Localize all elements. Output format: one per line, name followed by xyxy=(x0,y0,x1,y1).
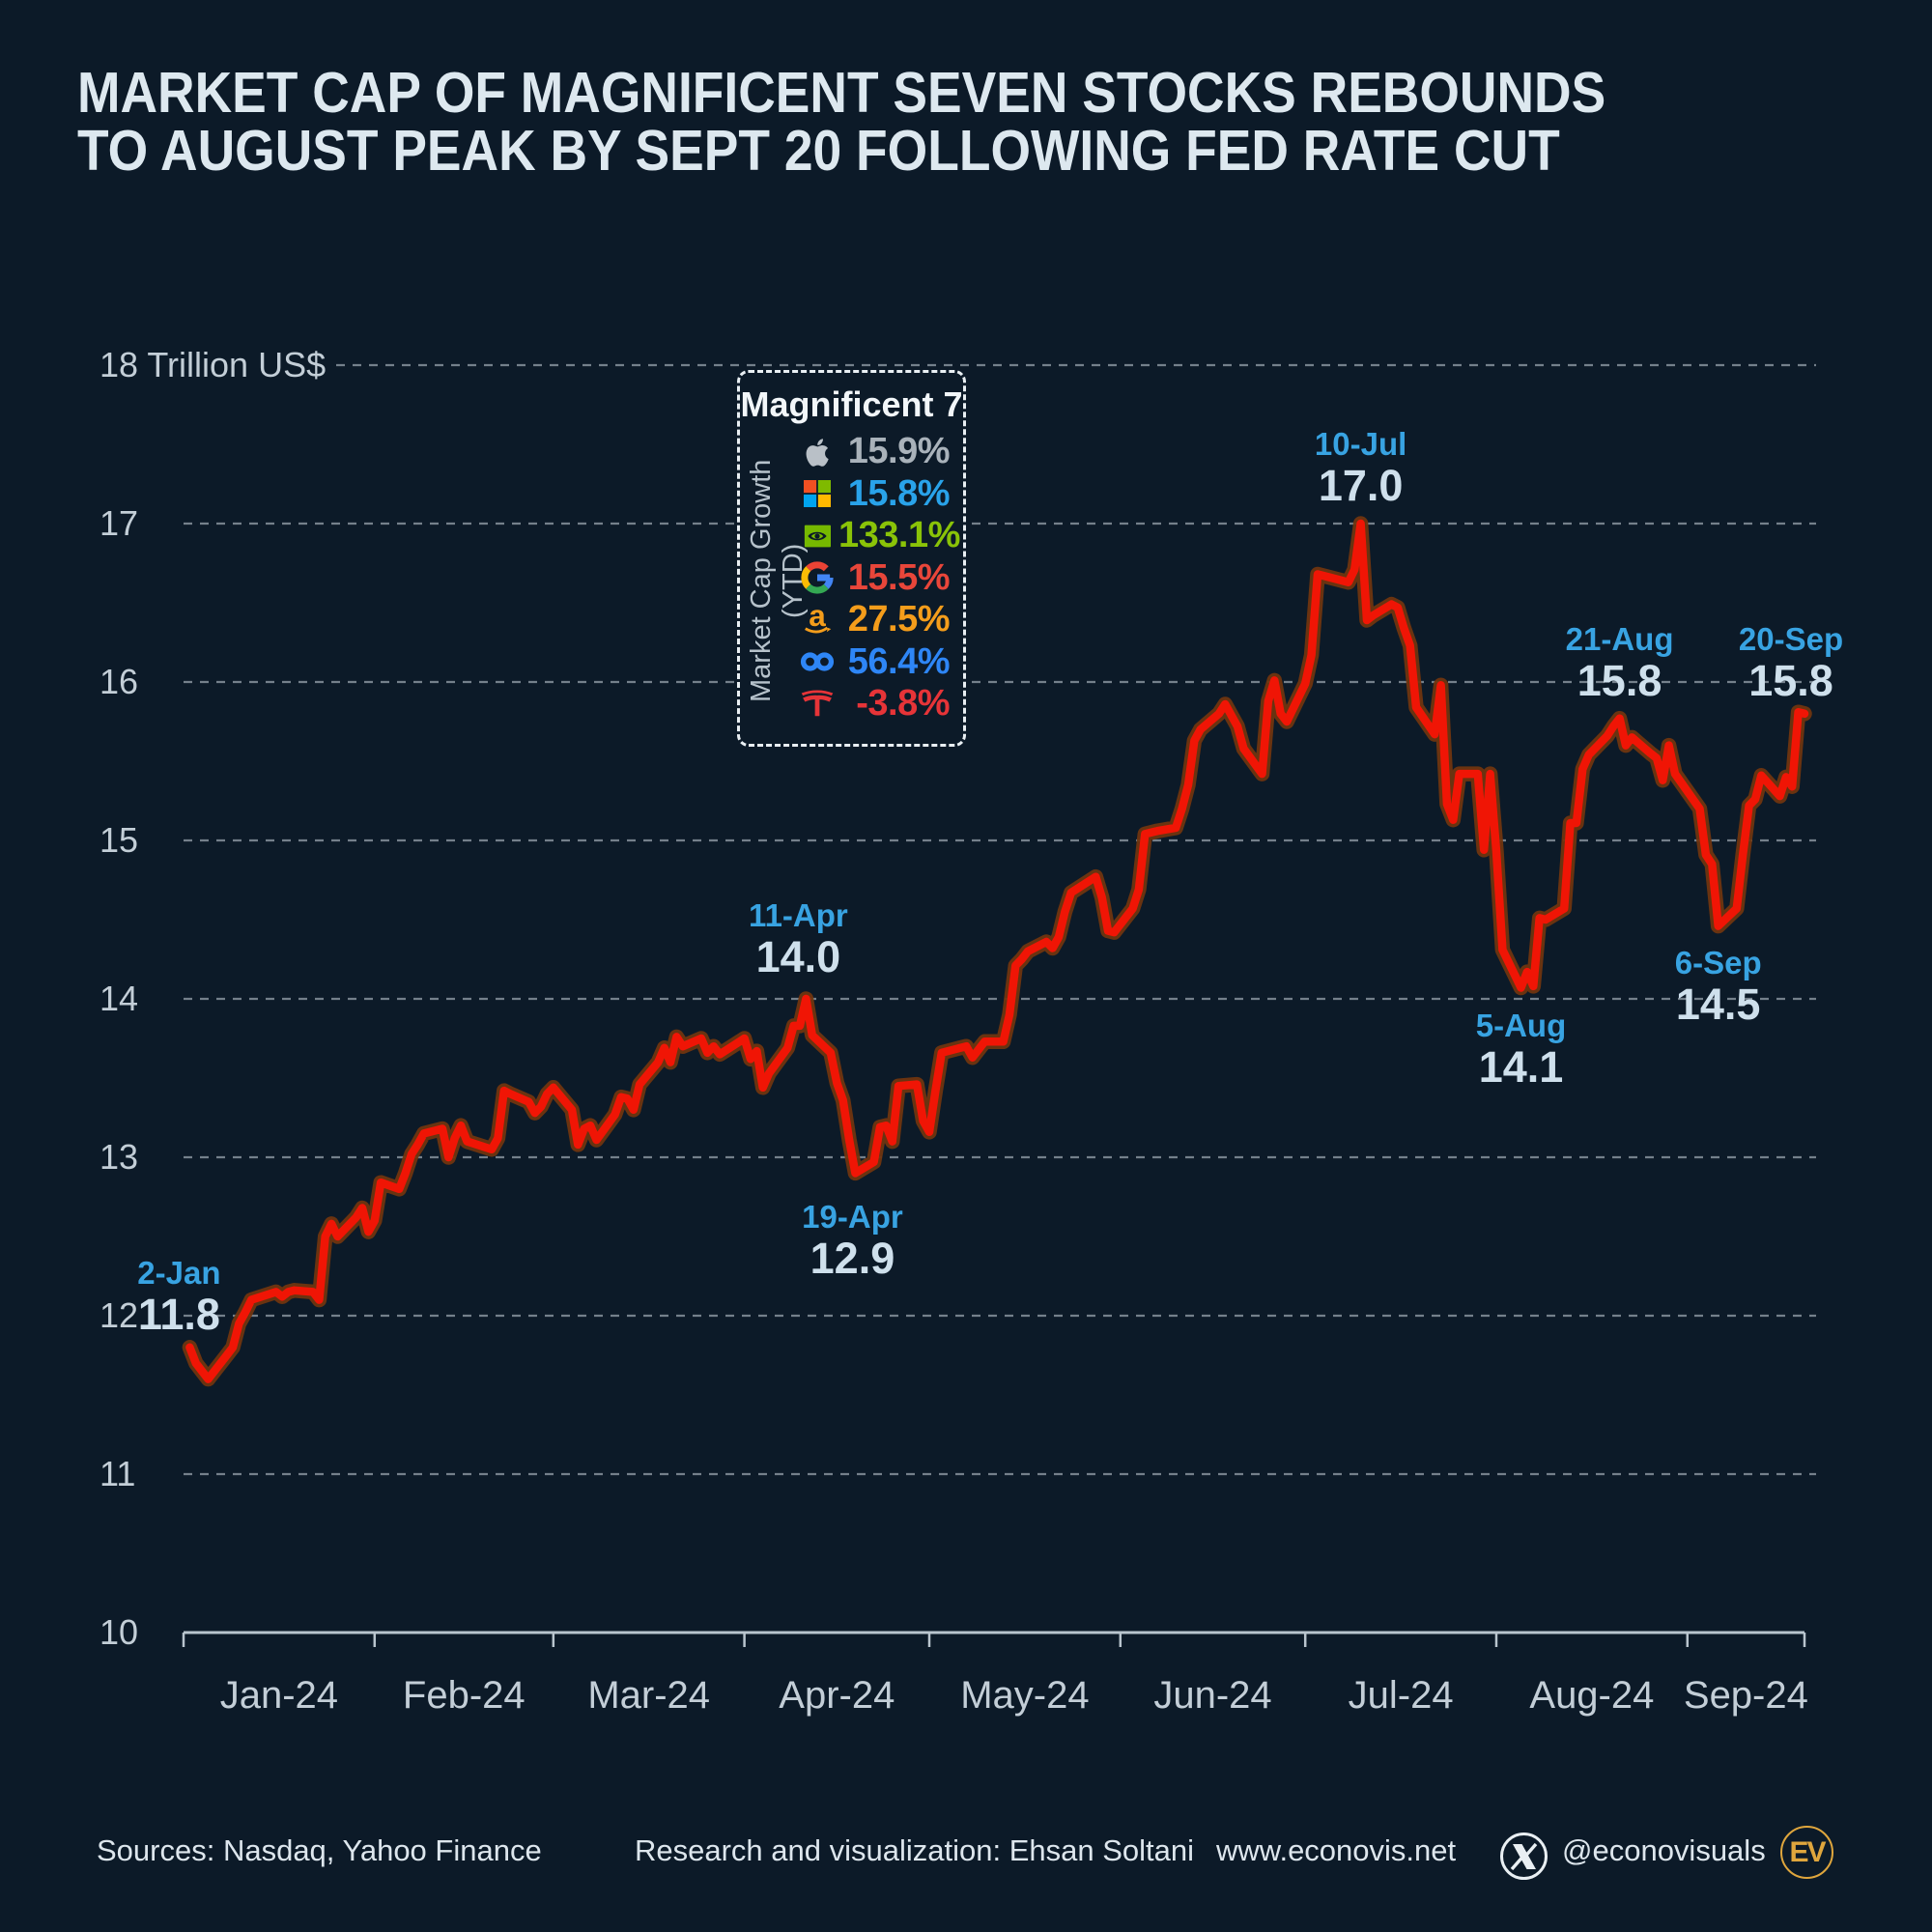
annotation-value: 14.1 xyxy=(1478,1042,1564,1092)
chart-title: MARKET CAP OF MAGNIFICENT SEVEN STOCKS R… xyxy=(77,64,1605,180)
y-tick-label-10: 10 xyxy=(99,1612,139,1652)
y-tick-label-13: 13 xyxy=(99,1137,139,1177)
legend-value-google: 15.5% xyxy=(847,556,951,598)
chart-title-line2: TO AUGUST PEAK BY SEPT 20 FOLLOWING FED … xyxy=(77,119,1560,183)
social-handle-link[interactable]: @econovisuals xyxy=(1562,1833,1766,1867)
chart-title-line1: MARKET CAP OF MAGNIFICENT SEVEN STOCKS R… xyxy=(77,61,1606,125)
x-tick-label-Jan-24: Jan-24 xyxy=(219,1674,339,1717)
nvidia-logo xyxy=(796,516,838,556)
annotation-11-Apr: 11-Apr 14.0 xyxy=(749,896,848,980)
tesla-logo xyxy=(796,684,838,724)
annotation-date: 19-Apr xyxy=(802,1199,903,1235)
annotation-2-Jan: 2-Jan 11.8 xyxy=(137,1254,220,1337)
legend-row-nvidia: 133.1% xyxy=(796,515,960,557)
line-core xyxy=(185,519,1809,1383)
annotation-6-Sep: 6-Sep 14.5 xyxy=(1675,944,1762,1027)
annotation-value: 17.0 xyxy=(1318,461,1404,510)
econovisuals-ev-logo: EV xyxy=(1780,1826,1833,1879)
annotation-19-Apr: 19-Apr 12.9 xyxy=(802,1198,903,1281)
ev-logo-text: EV xyxy=(1789,1835,1826,1868)
google-logo xyxy=(796,557,838,598)
legend-title: Magnificent 7 xyxy=(740,384,963,424)
annotation-value: 14.5 xyxy=(1675,980,1761,1029)
x-axis xyxy=(182,1631,1806,1647)
x-tick-label-Sep-24: Sep-24 xyxy=(1683,1674,1808,1717)
legend-rows: 15.9% 15.8% 133.1% 15.5% a 27.5% 56.4% -3.8% xyxy=(796,431,960,725)
sources-text: Sources: Nasdaq, Yahoo Finance xyxy=(97,1833,542,1867)
annotation-value: 11.8 xyxy=(137,1290,220,1339)
legend-value-meta: 56.4% xyxy=(847,640,951,682)
x-tick-label-Apr-24: Apr-24 xyxy=(779,1674,895,1717)
annotation-value: 15.8 xyxy=(1748,656,1833,705)
y-tick-label-18: 18 Trillion US$ xyxy=(99,345,327,384)
apple-logo xyxy=(796,432,838,472)
legend-row-apple: 15.9% xyxy=(796,431,955,473)
microsoft-logo xyxy=(796,473,838,514)
annotation-date: 2-Jan xyxy=(137,1255,221,1291)
annotation-value: 15.8 xyxy=(1577,656,1662,705)
legend-value-nvidia: 133.1% xyxy=(838,515,960,556)
x-tick-label-Mar-24: Mar-24 xyxy=(587,1674,711,1717)
annotation-date: 20-Sep xyxy=(1738,621,1844,657)
annotation-date: 5-Aug xyxy=(1475,1008,1567,1043)
amazon-logo: a xyxy=(796,600,838,640)
meta-logo xyxy=(796,641,838,682)
y-tick-label-17: 17 xyxy=(99,503,139,543)
y-tick-label-15: 15 xyxy=(99,820,139,860)
market-cap-line xyxy=(182,516,1812,1387)
gridlines xyxy=(184,363,1816,1476)
annotation-date: 11-Apr xyxy=(749,897,848,933)
annotation-date: 21-Aug xyxy=(1565,621,1674,657)
annotation-10-Jul: 10-Jul 17.0 xyxy=(1315,425,1406,508)
annotation-value: 14.0 xyxy=(755,932,841,981)
legend-value-apple: 15.9% xyxy=(847,431,951,472)
annotation-date: 10-Jul xyxy=(1314,426,1407,462)
x-tick-label-Aug-24: Aug-24 xyxy=(1529,1674,1655,1717)
legend-row-microsoft: 15.8% xyxy=(796,473,955,516)
x-tick-label-May-24: May-24 xyxy=(960,1674,1090,1717)
annotation-5-Aug: 5-Aug 14.1 xyxy=(1476,1007,1567,1090)
annotation-20-Sep: 20-Sep 15.8 xyxy=(1739,620,1843,703)
legend-row-tesla: -3.8% xyxy=(796,683,955,725)
x-tick-label-Jul-24: Jul-24 xyxy=(1348,1674,1454,1717)
x-tick-label-Feb-24: Feb-24 xyxy=(402,1674,526,1717)
legend-row-google: 15.5% xyxy=(796,557,955,600)
legend-box: Magnificent 7 Market Cap Growth (YTD) 15… xyxy=(737,370,966,747)
y-tick-label-12: 12 xyxy=(99,1295,139,1335)
y-tick-label-14: 14 xyxy=(99,979,139,1018)
legend-row-amazon: a 27.5% xyxy=(796,599,955,641)
svg-text:a: a xyxy=(809,600,826,633)
y-tick-label-11: 11 xyxy=(99,1454,136,1493)
y-tick-label-16: 16 xyxy=(99,662,139,701)
annotation-21-Aug: 21-Aug 15.8 xyxy=(1566,620,1674,703)
x-tick-label-Jun-24: Jun-24 xyxy=(1153,1674,1272,1717)
website-link[interactable]: www.econovis.net xyxy=(1216,1833,1457,1867)
legend-value-tesla: -3.8% xyxy=(856,683,950,724)
x-logo-glyph xyxy=(1510,1842,1537,1870)
line-halo xyxy=(182,516,1812,1387)
legend-row-meta: 56.4% xyxy=(796,641,955,684)
annotation-date: 6-Sep xyxy=(1674,945,1762,980)
legend-value-microsoft: 15.8% xyxy=(847,472,951,514)
legend-axis-label: Market Cap Growth (YTD) xyxy=(746,459,809,702)
annotation-value: 12.9 xyxy=(810,1234,895,1283)
x-social-icon xyxy=(1500,1833,1548,1880)
research-credit-text: Research and visualization: Ehsan Soltan… xyxy=(635,1833,1195,1867)
legend-value-amazon: 27.5% xyxy=(847,599,951,640)
